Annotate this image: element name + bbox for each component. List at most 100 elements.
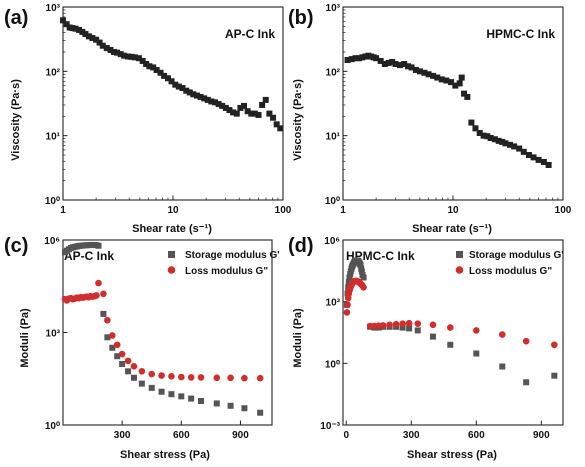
data-point <box>270 114 277 121</box>
plot-area <box>60 6 284 201</box>
data-point <box>150 64 157 71</box>
data-point <box>487 134 494 141</box>
data-point <box>93 36 100 43</box>
data-point <box>222 104 229 111</box>
data-point <box>168 78 175 85</box>
data-point <box>360 274 367 281</box>
data-point <box>146 63 153 70</box>
data-point <box>540 158 547 165</box>
data-point <box>230 109 237 116</box>
data-point <box>257 409 264 416</box>
data-point <box>108 332 116 339</box>
data-point <box>345 279 352 286</box>
data-point <box>464 93 471 100</box>
data-point <box>164 75 171 82</box>
data-point <box>256 374 264 382</box>
data-point <box>212 99 219 106</box>
data-point <box>499 138 506 145</box>
legend-label-loss: Loss modulus Gʺ <box>469 266 552 277</box>
data-point <box>262 96 269 103</box>
data-point <box>389 58 396 65</box>
data-point <box>430 72 437 79</box>
data-point <box>408 64 415 71</box>
data-point <box>346 274 353 281</box>
data-point <box>499 331 506 338</box>
data-point <box>104 334 111 341</box>
y-tick-label: 10² <box>46 67 61 78</box>
panel-d: (d) HPMC-C Ink Moduli (Pa) Shear stress … <box>288 235 564 461</box>
data-point <box>93 292 100 299</box>
data-point <box>381 61 388 68</box>
data-point <box>131 54 138 61</box>
data-point <box>522 337 530 345</box>
legend-marker-storage <box>168 251 175 258</box>
legend: Storage modulus Gʹ Loss modulus Gʺ <box>455 250 564 277</box>
data-point <box>397 62 404 69</box>
data-point <box>113 341 121 349</box>
data-point <box>511 143 518 150</box>
data-point <box>495 137 502 144</box>
data-point <box>121 52 128 59</box>
data-point <box>551 341 558 349</box>
tick-labels: 300 600 900 10⁰ 10³ 10⁶ <box>44 236 249 441</box>
data-point <box>76 26 83 33</box>
data-point <box>138 368 146 375</box>
data-point <box>85 33 92 40</box>
data-point <box>201 95 208 102</box>
series-first <box>344 52 552 168</box>
data-point <box>178 373 185 381</box>
data-point <box>344 301 351 309</box>
y-tick-label: 10⁶ <box>324 236 340 247</box>
data-point <box>473 327 480 334</box>
data-point <box>179 85 186 92</box>
data-point <box>100 290 107 298</box>
x-axis-label: Shear rate (s⁻¹) <box>132 223 212 235</box>
y-axis-label: Viscosity (Pa·s) <box>292 79 304 161</box>
data-point <box>401 61 408 68</box>
y-tick-label: 10⁶ <box>44 236 60 247</box>
data-point <box>197 374 205 381</box>
data-point <box>110 48 117 55</box>
data-point <box>456 80 463 87</box>
data-point <box>446 324 454 331</box>
data-point <box>507 141 514 148</box>
data-point <box>476 130 483 137</box>
data-point <box>434 74 441 81</box>
data-point <box>168 391 175 398</box>
data-point <box>523 379 530 386</box>
data-point <box>520 148 527 155</box>
data-point <box>109 344 116 351</box>
data-point <box>447 341 454 348</box>
data-point <box>118 350 126 358</box>
data-point <box>266 110 273 117</box>
data-point <box>96 39 103 46</box>
chart-title: AP-C Ink <box>64 249 114 263</box>
legend-label-storage: Storage modulus Gʹ <box>185 250 280 261</box>
tick-labels: 1 10 100 10⁰ 10¹ 10² 10³ <box>325 3 572 216</box>
data-point <box>412 66 419 73</box>
y-axis-label: Moduli (Pa) <box>292 308 304 368</box>
chart-title: HPMC-C Ink <box>486 27 555 41</box>
data-point <box>138 380 145 387</box>
data-point <box>175 83 182 90</box>
x-tick-label: 900 <box>232 430 249 441</box>
x-tick-label: 600 <box>173 430 190 441</box>
x-tick-label: 300 <box>114 430 131 441</box>
data-point <box>204 96 211 103</box>
data-point <box>461 90 468 97</box>
data-point <box>259 101 266 108</box>
y-axis-label: Moduli (Pa) <box>19 308 31 368</box>
data-point <box>377 57 384 64</box>
panel-a: (a) AP-C Ink Viscosity (Pa·s) Shear rate… <box>4 3 292 235</box>
data-point <box>130 374 137 381</box>
data-point <box>438 76 445 83</box>
series-first <box>60 17 284 132</box>
data-point <box>535 156 542 163</box>
x-tick-label: 600 <box>468 430 485 441</box>
panel-c: (c) AP-C Ink Moduli (Pa) Shear stress (P… <box>4 235 280 461</box>
data-point <box>360 283 367 291</box>
data-point <box>226 107 233 114</box>
tick-labels: 1 10 100 10⁰ 10¹ 10² 10³ <box>45 3 292 216</box>
data-point <box>157 69 164 76</box>
data-point <box>193 92 200 99</box>
